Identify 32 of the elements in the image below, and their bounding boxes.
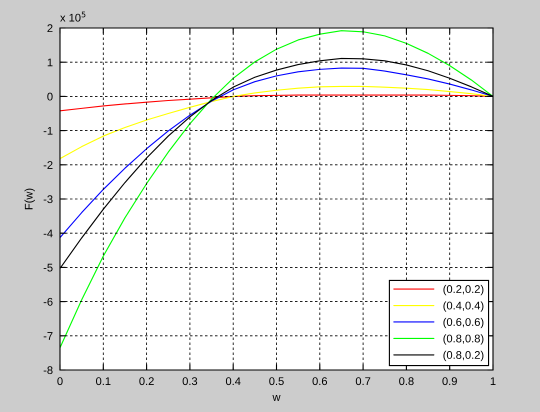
line-series [60, 30, 493, 348]
x-tick-label: 0.7 [356, 377, 370, 386]
y-tick-label: -5 [44, 264, 53, 272]
legend-label: (0.4,0.4) [443, 301, 484, 312]
legend-label: (0.8,0.8) [443, 334, 484, 345]
legend-label: (0.8,0.2) [443, 350, 484, 362]
y-tick-label: 0 [47, 92, 53, 101]
x-tick-label: 0 [57, 377, 63, 386]
legend-label: (0.2,0.2) [443, 284, 484, 296]
y-tick-label: -6 [44, 298, 53, 306]
y-tick-label: 2 [47, 24, 52, 32]
y-tick-label: -8 [44, 366, 53, 374]
x-tick-label: 0.3 [182, 377, 198, 386]
y-tick-label: -4 [44, 230, 53, 238]
y-axis-title: F(w) [24, 188, 35, 210]
y-tick-label: 1 [48, 58, 53, 66]
y-tick-label: -1 [44, 126, 53, 135]
x-tick-label: 0.8 [399, 377, 414, 386]
x-tick-label: 0.2 [139, 377, 154, 386]
y-tick-label: -7 [44, 332, 52, 340]
x-axis-title: w [272, 395, 281, 401]
y-tick-label: -3 [44, 195, 53, 204]
legend-label: (0.6,0.6) [443, 318, 484, 328]
y-tick-label: -2 [44, 161, 52, 169]
line-series [60, 67, 493, 238]
x-tick-label: 0.9 [442, 377, 457, 386]
x-tick-label: 0.5 [269, 377, 284, 386]
x-tick-label: 1 [490, 377, 496, 385]
text: x 10$^{5}$ [60, 12, 86, 22]
x-tick-label: 0.1 [96, 377, 110, 386]
x-tick-label: 0.6 [312, 377, 328, 386]
x-tick-label: 0.4 [226, 377, 241, 386]
